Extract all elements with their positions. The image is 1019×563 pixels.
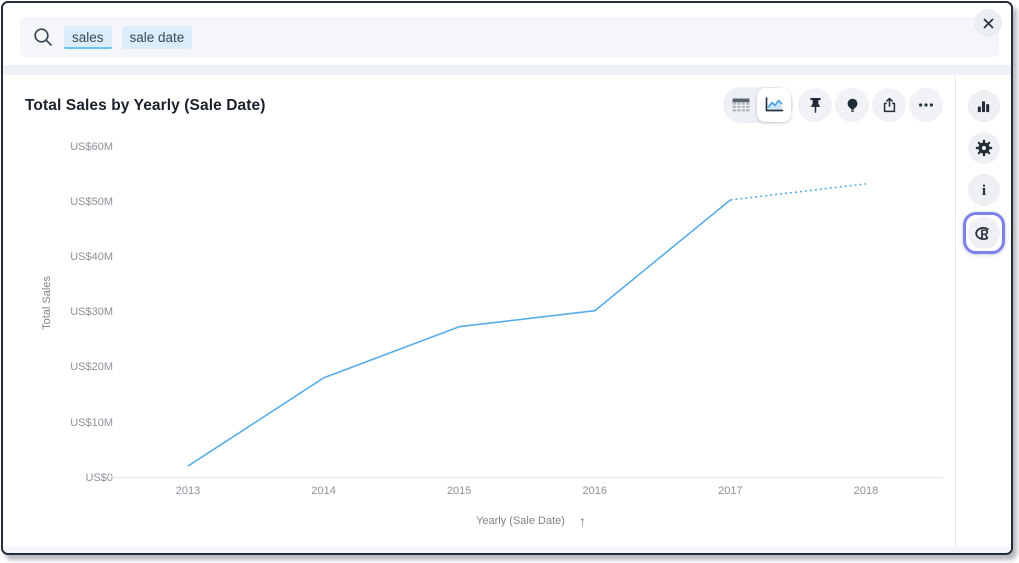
insight-button[interactable] xyxy=(835,88,869,122)
info-icon: i xyxy=(981,183,985,199)
info-button[interactable]: i xyxy=(967,174,1000,206)
share-icon xyxy=(883,97,895,112)
search-icon xyxy=(34,28,52,46)
bottom-band xyxy=(3,547,1011,553)
share-button[interactable] xyxy=(872,88,906,122)
line-chart-plot[interactable] xyxy=(111,141,943,479)
close-icon xyxy=(983,18,993,28)
x-tick-label: 2015 xyxy=(446,485,472,497)
main-content: Total Sales by Yearly (Sale Date) xyxy=(3,75,1011,547)
y-tick-label: US$30M xyxy=(70,306,113,319)
y-tick-label: US$20M xyxy=(70,361,113,374)
x-tick-label: 2013 xyxy=(175,485,201,497)
svg-text:R: R xyxy=(980,229,989,241)
pin-button[interactable] xyxy=(798,88,832,122)
pin-icon xyxy=(809,97,821,113)
bar-chart-icon xyxy=(977,100,990,112)
y-tick-label: US$0 xyxy=(85,471,113,484)
r-analysis-highlight: R xyxy=(962,212,1005,254)
chart-toolbar xyxy=(723,87,943,123)
chart-type-button[interactable] xyxy=(967,90,1000,122)
chart-view-button[interactable] xyxy=(757,88,791,122)
table-view-button[interactable] xyxy=(725,89,757,121)
series-line-dotted-segment[interactable] xyxy=(730,183,867,201)
search-token-sales[interactable]: sales xyxy=(64,25,112,49)
page-title: Total Sales by Yearly (Sale Date) xyxy=(25,97,266,114)
close-button[interactable] xyxy=(974,9,1002,37)
x-tick-label: 2018 xyxy=(853,485,879,497)
right-rail: i R xyxy=(955,75,1011,547)
search-header: sales sale date xyxy=(3,3,1011,65)
more-options-button[interactable] xyxy=(909,88,943,122)
x-axis-title-label: Yearly (Sale Date) xyxy=(476,515,565,527)
view-toggle xyxy=(723,87,793,123)
app-window: sales sale date Total Sales by Yearly (S… xyxy=(1,1,1013,555)
x-tick-label: 2017 xyxy=(718,485,743,497)
r-analysis-button[interactable]: R xyxy=(967,217,1000,249)
y-tick-label: US$40M xyxy=(70,251,113,264)
lightbulb-icon xyxy=(847,98,857,112)
chart-card: Total Sales by Yearly (Sale Date) xyxy=(3,75,955,547)
table-icon xyxy=(732,98,750,112)
settings-button[interactable] xyxy=(967,132,1000,164)
y-tick-label: US$50M xyxy=(70,196,113,209)
ellipsis-icon xyxy=(919,103,933,107)
sort-ascending-icon[interactable]: ↑ xyxy=(578,513,586,529)
line-chart-icon xyxy=(765,96,784,111)
series-line[interactable] xyxy=(187,199,731,467)
r-logo-icon: R xyxy=(975,226,989,241)
search-bar[interactable]: sales sale date xyxy=(20,17,999,57)
search-token-sale-date[interactable]: sale date xyxy=(121,25,193,49)
header-divider-band xyxy=(3,65,1011,75)
svg-text:i: i xyxy=(981,183,985,199)
x-tick-label: 2014 xyxy=(311,485,336,497)
y-tick-label: US$60M xyxy=(70,141,113,153)
x-axis-title: Yearly (Sale Date) ↑ xyxy=(121,513,941,529)
y-tick-label: US$10M xyxy=(70,416,113,429)
x-tick-label: 2016 xyxy=(582,485,608,497)
gear-icon xyxy=(975,139,992,157)
